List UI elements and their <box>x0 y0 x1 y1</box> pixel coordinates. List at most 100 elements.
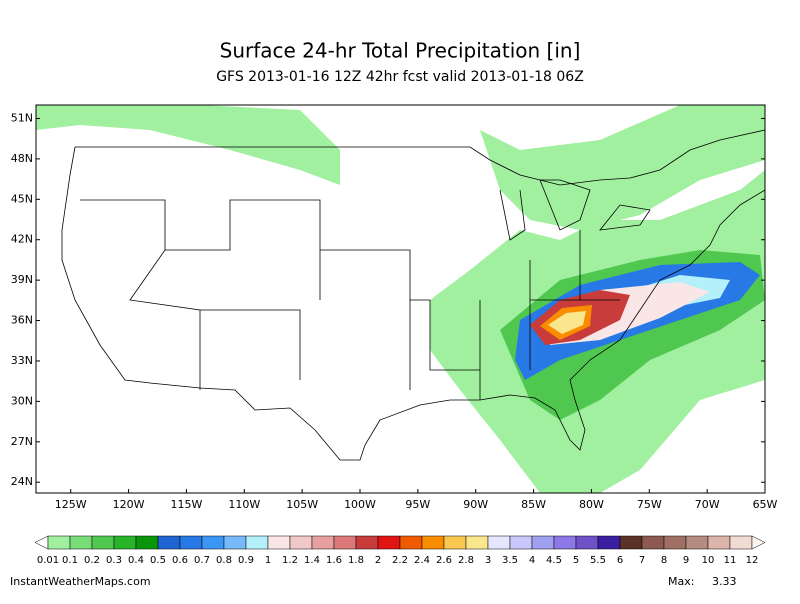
colorbar-label: 3.5 <box>502 555 518 566</box>
colorbar-label: 0.9 <box>238 555 254 566</box>
colorbar-box <box>641 535 665 550</box>
colorbar-box <box>685 535 709 550</box>
colorbar-label: 0.3 <box>106 555 122 566</box>
colorbar-box <box>91 535 115 550</box>
x-tick-label: 95W <box>405 498 430 511</box>
colorbar-label: 2.2 <box>392 555 408 566</box>
colorbar-label: 9 <box>683 555 689 566</box>
x-tick-label: 105W <box>286 498 318 511</box>
colorbar-label: 1 <box>265 555 271 566</box>
colorbar: 0.01 0.1 0.2 0.3 0.4 0.5 0.6 0.7 0.8 0.9 1 1.2 1.4 1.… <box>34 535 766 566</box>
colorbar-box <box>245 535 269 550</box>
subtitle: GFS 2013-01-16 12Z 42hr fcst valid 2013-… <box>216 69 584 85</box>
y-tick-label: 33N <box>11 354 33 367</box>
plot-frame <box>35 104 766 494</box>
max-label: Max: <box>668 575 694 588</box>
colorbar-box <box>201 535 225 550</box>
colorbar-box <box>619 535 643 550</box>
colorbar-box <box>509 535 533 550</box>
colorbar-box <box>553 535 577 550</box>
precip-field <box>36 105 765 493</box>
colorbar-label: 5.5 <box>590 555 606 566</box>
colorbar-box <box>531 535 555 550</box>
x-tick-label: 110W <box>228 498 260 511</box>
colorbar-box <box>47 535 71 550</box>
colorbar-box <box>311 535 335 550</box>
y-tick-label: 27N <box>11 435 33 448</box>
y-tick-label: 42N <box>11 233 33 246</box>
colorbar-low <box>34 535 49 550</box>
colorbar-label: 0.2 <box>84 555 100 566</box>
colorbar-box <box>113 535 137 550</box>
y-tick-label: 36N <box>11 314 33 327</box>
colorbar-box <box>729 535 753 550</box>
colorbar-label: 2.6 <box>436 555 452 566</box>
colorbar-box <box>487 535 511 550</box>
colorbar-box <box>69 535 93 550</box>
y-tick-label: 48N <box>11 152 33 165</box>
colorbar-high <box>751 535 766 550</box>
y-tick-label: 30N <box>11 394 33 407</box>
boundaries <box>61 129 766 461</box>
colorbar-label: 0.6 <box>172 555 188 566</box>
colorbar-box <box>333 535 357 550</box>
colorbar-label: 2.4 <box>414 555 430 566</box>
colorbar-label: 0.5 <box>150 555 166 566</box>
colorbar-box <box>179 535 203 550</box>
colorbar-box <box>575 535 599 550</box>
colorbar-box <box>399 535 423 550</box>
colorbar-label: 0.7 <box>194 555 210 566</box>
title: Surface 24-hr Total Precipitation [in] <box>220 39 581 63</box>
max-value: 3.33 <box>712 575 737 588</box>
footer: InstantWeatherMaps.com <box>10 575 151 588</box>
x-tick-label: 65W <box>753 498 778 511</box>
x-tick-label: 115W <box>170 498 202 511</box>
colorbar-label: 2.8 <box>458 555 474 566</box>
colorbar-box <box>223 535 247 550</box>
colorbar-label: 0.4 <box>128 555 144 566</box>
colorbar-box <box>355 535 379 550</box>
colorbar-label: 6 <box>617 555 623 566</box>
x-tick-label: 100W <box>344 498 376 511</box>
colorbar-label: 1.4 <box>304 555 320 566</box>
x-tick-label: 120W <box>113 498 145 511</box>
colorbar-box <box>663 535 687 550</box>
x-tick-label: 90W <box>463 498 488 511</box>
colorbar-label: 4.5 <box>546 555 562 566</box>
colorbar-box <box>707 535 731 550</box>
colorbar-label: 2 <box>375 555 381 566</box>
colorbar-label: 3 <box>485 555 491 566</box>
colorbar-label: 0.1 <box>62 555 78 566</box>
colorbar-box <box>135 535 159 550</box>
colorbar-label: 0.8 <box>216 555 232 566</box>
y-tick-label: 39N <box>11 273 33 286</box>
colorbar-box <box>377 535 401 550</box>
colorbar-label: 11 <box>724 555 737 566</box>
colorbar-box <box>267 535 291 550</box>
colorbar-label: 0.01 <box>37 555 59 566</box>
x-tick-label: 85W <box>521 498 546 511</box>
colorbar-label: 4 <box>529 555 535 566</box>
y-tick-label: 45N <box>11 192 33 205</box>
y-tick-label: 51N <box>11 111 33 124</box>
x-tick-label: 80W <box>579 498 604 511</box>
x-tick-label: 75W <box>637 498 662 511</box>
colorbar-label: 7 <box>639 555 645 566</box>
colorbar-label: 8 <box>661 555 667 566</box>
colorbar-box <box>597 535 621 550</box>
colorbar-label: 12 <box>746 555 759 566</box>
axes: 125W 120W 115W 110W 105W 100W 95W 90W 85W 80W 75W 7… <box>11 111 778 511</box>
colorbar-label: 1.2 <box>282 555 298 566</box>
x-tick-label: 70W <box>695 498 720 511</box>
colorbar-box <box>443 535 467 550</box>
colorbar-label: 5 <box>573 555 579 566</box>
colorbar-label: 1.6 <box>326 555 342 566</box>
colorbar-box <box>289 535 313 550</box>
colorbar-label: 1.8 <box>348 555 364 566</box>
colorbar-box <box>157 535 181 550</box>
colorbar-box <box>465 535 489 550</box>
colorbar-box <box>421 535 445 550</box>
x-tick-label: 125W <box>55 498 87 511</box>
y-tick-label: 24N <box>11 475 33 488</box>
